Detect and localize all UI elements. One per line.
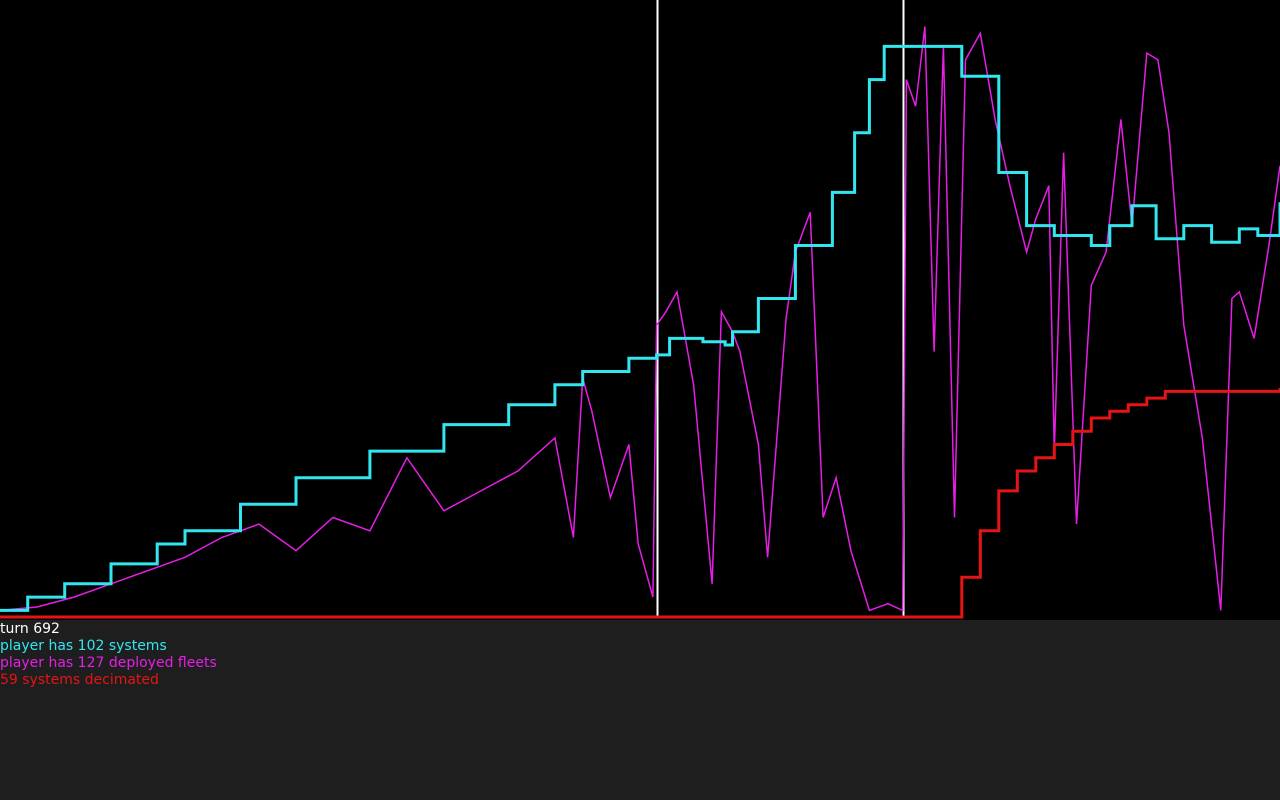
fleets-series-line <box>0 26 1280 612</box>
systems-count: player has 102 systems <box>0 638 167 654</box>
decimated-count: 59 systems decimated <box>0 672 159 688</box>
fleets-count: player has 127 deployed fleets <box>0 655 217 671</box>
decimated-series-line <box>0 388 1280 619</box>
systems-series-line <box>0 44 1280 612</box>
status-panel: turn 692 player has 102 systems player h… <box>0 620 1280 800</box>
history-chart <box>0 0 1280 619</box>
turn-counter: turn 692 <box>0 621 60 637</box>
